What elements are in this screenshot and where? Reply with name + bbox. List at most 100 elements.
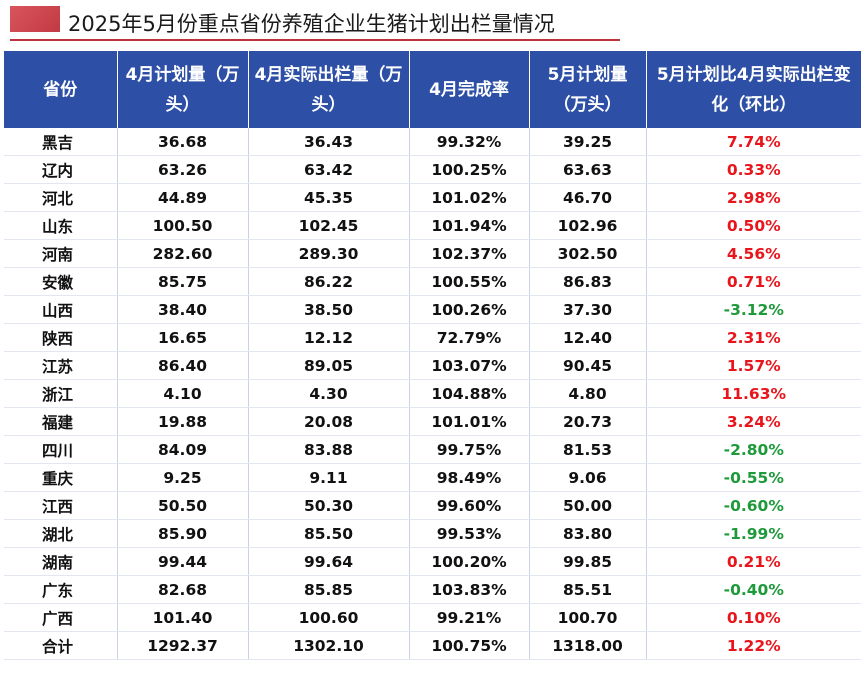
cell-completion: 103.07%: [409, 351, 530, 380]
table-row: 陕西 16.65 12.12 72.79% 12.40 2.31%: [4, 323, 861, 352]
cell-province: 陕西: [4, 323, 118, 352]
cell-apr-plan: 9.25: [117, 463, 249, 492]
cell-completion: 100.20%: [409, 547, 530, 576]
cell-change: -0.55%: [646, 463, 861, 492]
cell-may-plan: 302.50: [529, 239, 647, 268]
cell-apr-plan: 100.50: [117, 211, 249, 240]
table-row: 辽内 63.26 63.42 100.25% 63.63 0.33%: [4, 155, 861, 184]
cell-may-plan: 102.96: [529, 211, 647, 240]
cell-province: 福建: [4, 407, 118, 436]
table-row: 湖北 85.90 85.50 99.53% 83.80 -1.99%: [4, 519, 861, 548]
cell-province: 黑吉: [4, 128, 118, 156]
cell-apr-plan: 85.90: [117, 519, 249, 548]
cell-may-plan: 99.85: [529, 547, 647, 576]
table-row: 浙江 4.10 4.30 104.88% 4.80 11.63%: [4, 379, 861, 408]
cell-apr-actual: 89.05: [248, 351, 410, 380]
cell-may-plan: 39.25: [529, 128, 647, 156]
cell-may-plan: 63.63: [529, 155, 647, 184]
cell-completion: 99.53%: [409, 519, 530, 548]
cell-may-plan: 83.80: [529, 519, 647, 548]
cell-apr-plan: 84.09: [117, 435, 249, 464]
cell-apr-plan: 101.40: [117, 603, 249, 632]
cell-apr-plan: 19.88: [117, 407, 249, 436]
cell-apr-plan: 82.68: [117, 575, 249, 604]
cell-completion: 99.60%: [409, 491, 530, 520]
cell-change: 7.74%: [646, 128, 861, 156]
cell-apr-actual: 9.11: [248, 463, 410, 492]
table-row: 安徽 85.75 86.22 100.55% 86.83 0.71%: [4, 267, 861, 296]
col-header-may-plan: 5月计划量（万头）: [529, 51, 647, 128]
cell-change: 4.56%: [646, 239, 861, 268]
cell-change: 0.33%: [646, 155, 861, 184]
cell-apr-plan: 38.40: [117, 295, 249, 324]
table-row: 重庆 9.25 9.11 98.49% 9.06 -0.55%: [4, 463, 861, 492]
cell-apr-actual: 86.22: [248, 267, 410, 296]
cell-apr-plan: 4.10: [117, 379, 249, 408]
table-row: 河北 44.89 45.35 101.02% 46.70 2.98%: [4, 183, 861, 212]
cell-change: -0.40%: [646, 575, 861, 604]
cell-apr-actual: 12.12: [248, 323, 410, 352]
cell-completion: 72.79%: [409, 323, 530, 352]
cell-may-plan: 86.83: [529, 267, 647, 296]
cell-province: 重庆: [4, 463, 118, 492]
cell-apr-actual: 20.08: [248, 407, 410, 436]
cell-apr-actual: 45.35: [248, 183, 410, 212]
cell-change: 2.31%: [646, 323, 861, 352]
cell-completion: 101.02%: [409, 183, 530, 212]
cell-apr-actual: 99.64: [248, 547, 410, 576]
cell-province: 广西: [4, 603, 118, 632]
cell-change: 0.21%: [646, 547, 861, 576]
table-row: 福建 19.88 20.08 101.01% 20.73 3.24%: [4, 407, 861, 436]
col-header-change: 5月计划比4月实际出栏变化（环比）: [646, 51, 861, 128]
cell-apr-actual: 100.60: [248, 603, 410, 632]
cell-province: 江苏: [4, 351, 118, 380]
cell-change: -1.99%: [646, 519, 861, 548]
cell-apr-actual: 36.43: [248, 128, 410, 156]
cell-province: 河北: [4, 183, 118, 212]
cell-province: 辽内: [4, 155, 118, 184]
cell-change: -0.60%: [646, 491, 861, 520]
cell-apr-plan: 44.89: [117, 183, 249, 212]
cell-change: 11.63%: [646, 379, 861, 408]
cell-change: 2.98%: [646, 183, 861, 212]
hog-output-table: 省份 4月计划量（万头） 4月实际出栏量（万头） 4月完成率 5月计划量（万头）…: [4, 51, 861, 660]
cell-completion: 99.32%: [409, 128, 530, 156]
cell-apr-actual: 38.50: [248, 295, 410, 324]
page-title: 2025年5月份重点省份养殖企业生猪计划出栏量情况: [68, 12, 555, 36]
cell-province: 江西: [4, 491, 118, 520]
table-row: 江西 50.50 50.30 99.60% 50.00 -0.60%: [4, 491, 861, 520]
cell-province: 河南: [4, 239, 118, 268]
table-body: 黑吉 36.68 36.43 99.32% 39.25 7.74% 辽内 63.26 63.42…: [4, 128, 861, 660]
table-row: 四川 84.09 83.88 99.75% 81.53 -2.80%: [4, 435, 861, 464]
cell-apr-plan: 1292.37: [117, 631, 249, 660]
table-row: 河南 282.60 289.30 102.37% 302.50 4.56%: [4, 239, 861, 268]
cell-apr-plan: 99.44: [117, 547, 249, 576]
cell-province: 合计: [4, 631, 118, 660]
cell-apr-plan: 50.50: [117, 491, 249, 520]
cell-completion: 104.88%: [409, 379, 530, 408]
cell-apr-actual: 85.85: [248, 575, 410, 604]
table-total-row: 合计 1292.37 1302.10 100.75% 1318.00 1.22%: [4, 631, 861, 660]
cell-province: 山西: [4, 295, 118, 324]
table-row: 山东 100.50 102.45 101.94% 102.96 0.50%: [4, 211, 861, 240]
cell-apr-actual: 289.30: [248, 239, 410, 268]
table-row: 江苏 86.40 89.05 103.07% 90.45 1.57%: [4, 351, 861, 380]
col-header-province: 省份: [4, 51, 118, 128]
cell-may-plan: 9.06: [529, 463, 647, 492]
table-header-row: 省份 4月计划量（万头） 4月实际出栏量（万头） 4月完成率 5月计划量（万头）…: [4, 51, 861, 128]
cell-completion: 101.01%: [409, 407, 530, 436]
cell-change: -2.80%: [646, 435, 861, 464]
cell-completion: 102.37%: [409, 239, 530, 268]
cell-may-plan: 12.40: [529, 323, 647, 352]
cell-change: 1.57%: [646, 351, 861, 380]
table-row: 山西 38.40 38.50 100.26% 37.30 -3.12%: [4, 295, 861, 324]
cell-apr-actual: 85.50: [248, 519, 410, 548]
table-row: 广东 82.68 85.85 103.83% 85.51 -0.40%: [4, 575, 861, 604]
cell-change: 0.50%: [646, 211, 861, 240]
cell-may-plan: 90.45: [529, 351, 647, 380]
title-bar: 2025年5月份重点省份养殖企业生猪计划出栏量情况: [10, 6, 620, 41]
cell-may-plan: 1318.00: [529, 631, 647, 660]
cell-completion: 100.75%: [409, 631, 530, 660]
cell-province: 浙江: [4, 379, 118, 408]
cell-apr-plan: 86.40: [117, 351, 249, 380]
